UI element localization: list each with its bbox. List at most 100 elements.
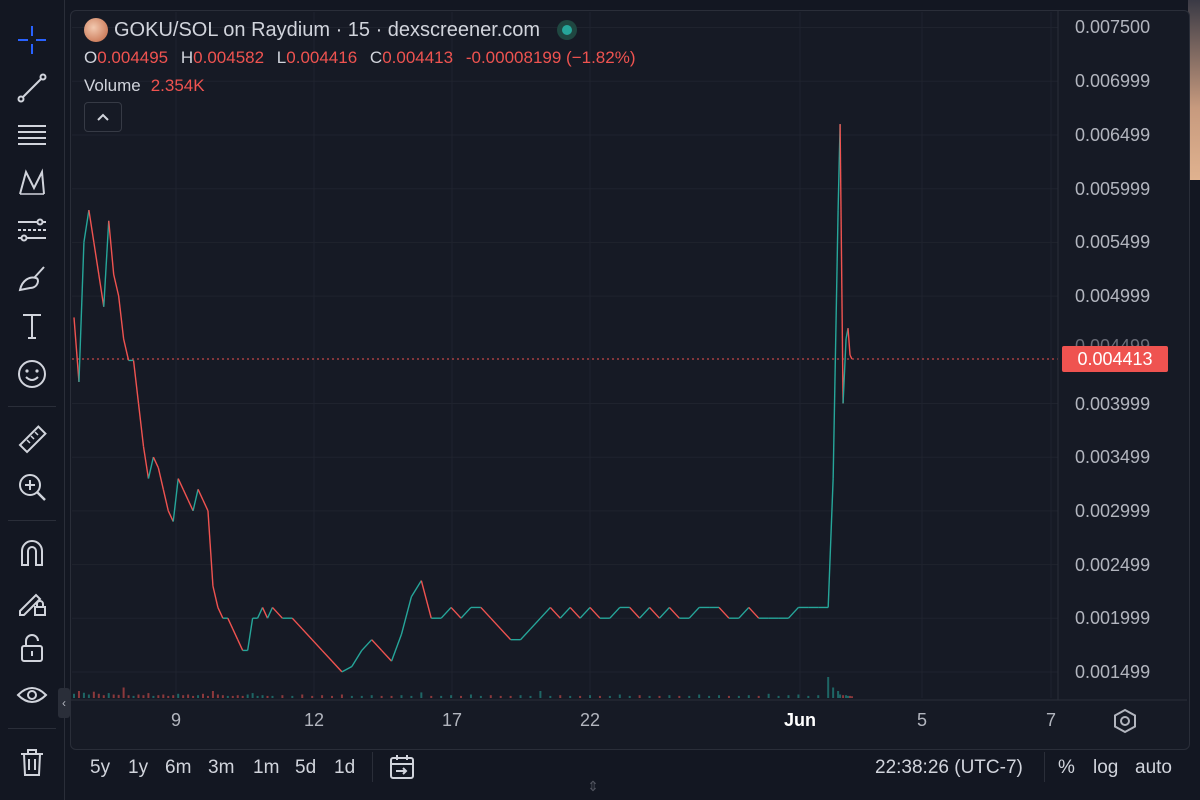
volume-bar (102, 695, 105, 698)
volume-bar (529, 695, 532, 698)
drawing-toolbar (0, 0, 65, 800)
clock-time[interactable]: 22:38:26 (UTC-7) (875, 757, 1023, 778)
price-segment (157, 467, 164, 490)
auto-toggle[interactable]: auto (1135, 757, 1172, 778)
volume-bar (747, 695, 750, 698)
price-tick-label: 0.006499 (1075, 125, 1151, 145)
volume-bar (569, 695, 572, 698)
magnet-icon[interactable] (12, 533, 52, 573)
volume-bar (350, 695, 353, 698)
price-series (73, 124, 853, 673)
volume-bars (73, 677, 853, 698)
price-segment (410, 580, 422, 598)
range-button-1m[interactable]: 1m (253, 757, 280, 778)
price-segment (291, 617, 303, 630)
price-tick-label: 0.006999 (1075, 71, 1151, 92)
trash-icon[interactable] (12, 742, 52, 782)
crosshair-icon[interactable] (12, 20, 52, 60)
volume-bar (688, 695, 691, 698)
price-tick-label: 0.001999 (1075, 608, 1151, 629)
settings-icon[interactable] (1112, 708, 1138, 734)
price-segment (460, 606, 472, 619)
trend-line-icon[interactable] (12, 68, 52, 108)
price-segment (237, 639, 244, 651)
volume-bar (390, 695, 393, 698)
volume-bar (241, 695, 244, 698)
price-segment (649, 606, 660, 619)
volume-bar (658, 695, 661, 698)
range-button-1y[interactable]: 1y (128, 757, 149, 778)
time-tick-label: 5 (916, 710, 928, 730)
price-segment (73, 317, 80, 382)
log-toggle[interactable]: log (1093, 757, 1119, 778)
price-segment (420, 580, 432, 619)
unlock-icon[interactable] (12, 628, 52, 668)
volume-bar (849, 695, 852, 698)
price-tick-label: 0.005499 (1075, 232, 1151, 253)
volume-bar (266, 695, 269, 698)
volume-bar (132, 695, 135, 698)
chart-pane[interactable] (70, 10, 1190, 750)
price-segment (668, 606, 680, 619)
volume-bar (251, 693, 254, 698)
volume-bar (847, 695, 850, 698)
collapse-toolbar-button[interactable]: ‹ (58, 688, 70, 718)
volume-bar (549, 695, 552, 698)
volume-bar (608, 695, 611, 698)
price-segment (108, 220, 115, 275)
range-button-1d[interactable]: 1d (334, 757, 356, 778)
volume-bar (231, 695, 234, 698)
volume-bar (479, 695, 482, 698)
price-segment (152, 456, 159, 469)
volume-bar (256, 695, 259, 698)
volume-bar (206, 695, 209, 698)
price-segment (842, 338, 847, 404)
price-segment (529, 617, 541, 630)
resize-handle-icon[interactable]: ⇕ (587, 778, 599, 794)
volume-bar (112, 694, 115, 698)
volume-bar (777, 695, 780, 698)
text-icon[interactable] (12, 306, 52, 346)
price-segment (787, 606, 799, 619)
volume-bar (410, 695, 413, 698)
eye-icon[interactable] (12, 675, 52, 715)
price-segment (839, 124, 844, 404)
date-range-icon[interactable] (388, 753, 416, 781)
lock-pencil-icon[interactable] (12, 581, 52, 621)
price-segment (609, 606, 621, 619)
percent-toggle[interactable]: % (1058, 757, 1075, 778)
price-segment (98, 274, 105, 307)
price-segment (177, 478, 184, 490)
price-segment (381, 649, 393, 662)
price-segment (142, 446, 150, 479)
price-segment (539, 606, 551, 619)
fib-icon[interactable] (12, 210, 52, 250)
volume-bar (187, 694, 190, 698)
range-button-5d[interactable]: 5d (295, 757, 317, 778)
horizontal-lines-icon[interactable] (12, 115, 52, 155)
range-button-6m[interactable]: 6m (165, 757, 192, 778)
price-segment (162, 489, 169, 511)
collapse-legend-button[interactable] (84, 102, 122, 132)
range-button-3m[interactable]: 3m (208, 757, 235, 778)
volume-bar (197, 695, 200, 698)
volume-bar (182, 695, 185, 698)
price-segment (122, 338, 130, 361)
volume-bar (340, 694, 343, 698)
brush-icon[interactable] (12, 258, 52, 298)
range-button-5y[interactable]: 5y (90, 757, 111, 778)
price-segment (202, 499, 209, 512)
volume-bar (117, 694, 120, 698)
ruler-icon[interactable] (12, 420, 52, 460)
volume-bar (845, 695, 848, 698)
pattern-icon[interactable] (12, 162, 52, 202)
volume-bar (797, 694, 800, 698)
volume-bar (271, 695, 274, 698)
zoom-in-icon[interactable] (12, 467, 52, 507)
volume-bar (579, 695, 582, 698)
volume-bar (807, 695, 810, 698)
price-segment (212, 585, 219, 608)
volume-bar (291, 695, 294, 698)
emoji-icon[interactable] (12, 354, 52, 394)
